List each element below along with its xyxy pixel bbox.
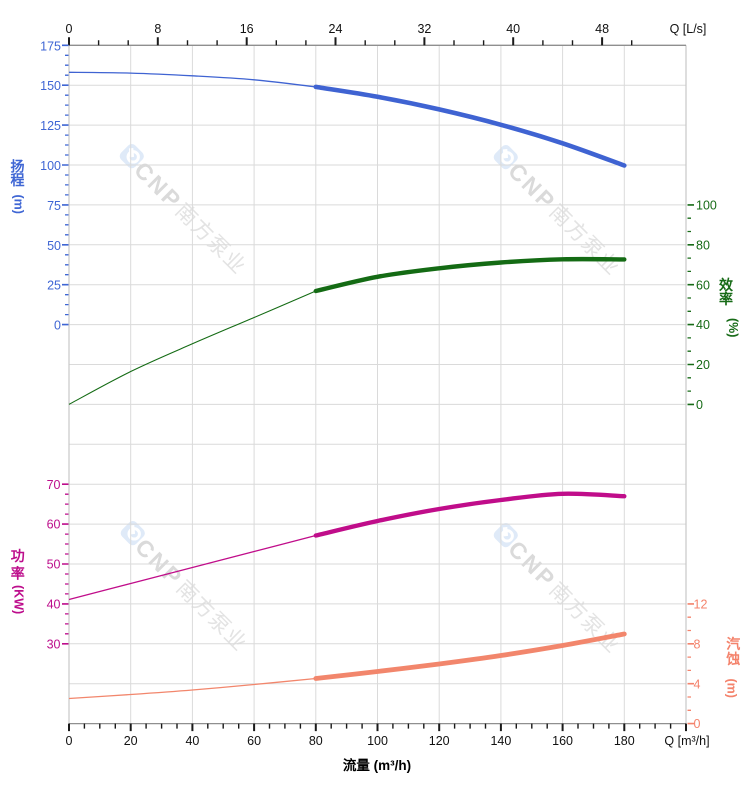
svg-text:蚀: 蚀 (725, 651, 740, 667)
svg-text:20: 20 (696, 358, 710, 372)
svg-text:120: 120 (429, 734, 450, 748)
svg-text:率: 率 (11, 566, 25, 582)
svg-text:100: 100 (367, 734, 388, 748)
svg-text:8: 8 (694, 637, 701, 651)
svg-text:100: 100 (696, 199, 717, 213)
svg-text:(KW): (KW) (12, 585, 26, 614)
svg-text:(m): (m) (725, 679, 739, 698)
svg-text:扬: 扬 (11, 159, 25, 175)
svg-text:60: 60 (47, 518, 61, 532)
svg-text:24: 24 (329, 22, 343, 36)
svg-text:(%): (%) (726, 318, 740, 337)
svg-text:50: 50 (47, 239, 61, 253)
svg-text:25: 25 (47, 279, 61, 293)
svg-text:60: 60 (696, 278, 710, 292)
svg-text:70: 70 (47, 478, 61, 492)
svg-text:Q [m³/h]: Q [m³/h] (664, 734, 709, 748)
svg-text:160: 160 (552, 734, 573, 748)
svg-text:12: 12 (694, 598, 708, 612)
svg-text:175: 175 (40, 39, 61, 53)
svg-text:80: 80 (309, 734, 323, 748)
svg-text:效: 效 (719, 277, 734, 293)
svg-text:8: 8 (154, 22, 161, 36)
svg-text:30: 30 (47, 637, 61, 651)
svg-text:20: 20 (124, 734, 138, 748)
svg-text:0: 0 (66, 22, 73, 36)
svg-text:0: 0 (694, 717, 701, 731)
svg-text:功: 功 (11, 548, 25, 564)
svg-text:0: 0 (696, 398, 703, 412)
svg-text:60: 60 (247, 734, 261, 748)
svg-text:0: 0 (66, 734, 73, 748)
svg-text:40: 40 (185, 734, 199, 748)
svg-text:率: 率 (719, 291, 733, 307)
svg-text:16: 16 (240, 22, 254, 36)
svg-text:40: 40 (47, 598, 61, 612)
svg-text:50: 50 (47, 558, 61, 572)
svg-text:程: 程 (11, 172, 25, 188)
svg-text:0: 0 (54, 319, 61, 333)
svg-text:100: 100 (40, 159, 61, 173)
svg-text:75: 75 (47, 199, 61, 213)
svg-text:4: 4 (694, 677, 701, 691)
svg-text:40: 40 (506, 22, 520, 36)
svg-text:180: 180 (614, 734, 635, 748)
svg-text:Q [L/s]: Q [L/s] (670, 22, 707, 36)
svg-text:125: 125 (40, 119, 61, 133)
svg-text:80: 80 (696, 238, 710, 252)
svg-text:汽: 汽 (726, 636, 740, 652)
svg-text:140: 140 (490, 734, 511, 748)
svg-text:32: 32 (417, 22, 431, 36)
svg-text:40: 40 (696, 318, 710, 332)
svg-text:48: 48 (595, 22, 609, 36)
svg-text:150: 150 (40, 79, 61, 93)
svg-text:(m): (m) (11, 195, 25, 214)
svg-text:流量 (m³/h): 流量 (m³/h) (343, 757, 411, 773)
